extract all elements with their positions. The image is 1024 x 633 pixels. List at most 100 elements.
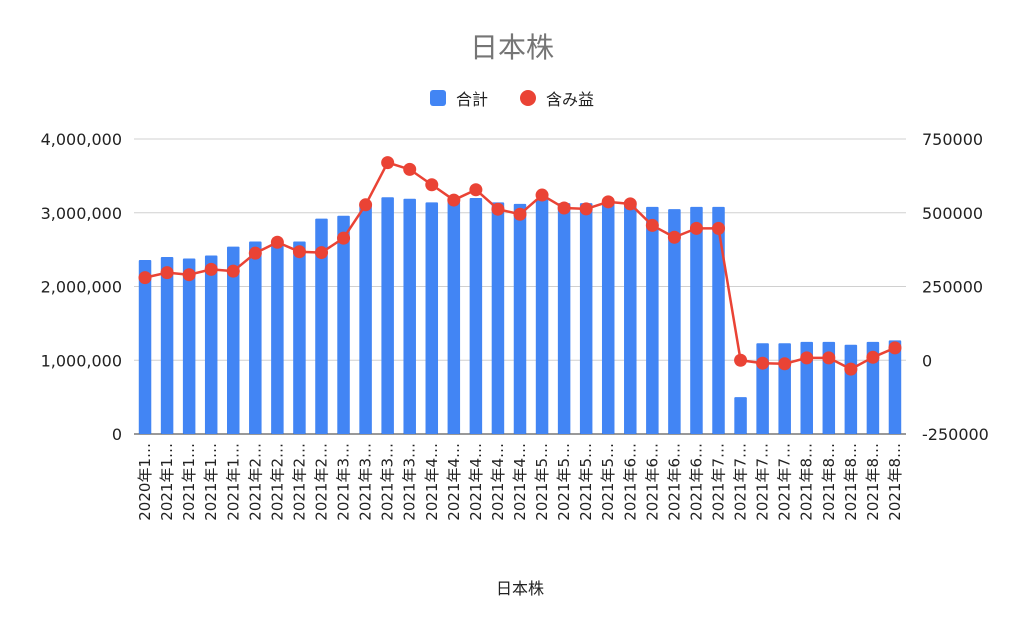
- x-tick-label: 2021年8…: [886, 443, 904, 521]
- point-unrealized: [712, 221, 726, 235]
- point-unrealized: [403, 162, 417, 176]
- point-unrealized: [314, 246, 328, 260]
- x-tick-label: 2021年4…: [489, 443, 507, 521]
- point-unrealized: [822, 351, 836, 365]
- right-axis-tick-label: 250000: [922, 278, 983, 297]
- point-unrealized: [800, 351, 814, 365]
- x-tick-label: 2021年6…: [621, 443, 639, 521]
- bar-total: [712, 206, 725, 434]
- bar-total: [359, 203, 372, 434]
- point-unrealized: [447, 193, 461, 207]
- x-tick-label: 2021年5…: [533, 443, 551, 521]
- point-unrealized: [248, 246, 262, 260]
- x-tick-label: 2021年4…: [445, 443, 463, 521]
- x-tick-label: 2021年5…: [599, 443, 617, 521]
- bar-total: [601, 203, 615, 434]
- x-tick-label: 2021年8…: [864, 443, 882, 521]
- bar-total: [381, 197, 394, 434]
- x-tick-label: 2021年7…: [732, 443, 750, 521]
- bar-total: [403, 198, 416, 434]
- point-unrealized: [337, 231, 351, 245]
- x-tick-label: 2021年1…: [202, 443, 220, 521]
- left-axis-ticks: 0 1,000,000 2,000,000 3,000,000 4,000,000: [41, 130, 122, 444]
- chart-title: 日本株: [469, 31, 554, 64]
- bar-total: [293, 241, 306, 434]
- x-tick-label: 2021年6…: [643, 443, 661, 521]
- bar-total: [844, 344, 858, 434]
- point-unrealized: [778, 357, 792, 371]
- legend-swatch-total: [429, 90, 446, 106]
- left-axis-tick-label: 1,000,000: [41, 351, 122, 370]
- x-tick-label: 2021年3…: [379, 443, 397, 521]
- point-unrealized: [226, 264, 240, 278]
- point-unrealized: [182, 268, 196, 282]
- bar-total: [271, 241, 284, 434]
- legend-item-total[interactable]: 合計: [429, 86, 488, 110]
- point-unrealized: [270, 235, 284, 249]
- bar-total: [646, 206, 659, 434]
- bar-series-total: [138, 197, 902, 434]
- point-unrealized: [844, 362, 858, 376]
- bar-total: [668, 209, 681, 434]
- point-unrealized: [513, 207, 527, 221]
- x-tick-label: 2021年5…: [555, 443, 573, 521]
- bar-total: [513, 203, 527, 434]
- x-tick-label: 2021年1…: [180, 443, 198, 521]
- left-axis-tick-label: 0: [112, 425, 122, 444]
- bar-total: [690, 206, 703, 434]
- bar-total: [337, 215, 350, 434]
- legend-swatch-unrealized: [520, 90, 536, 106]
- line-series-unrealized: [138, 156, 902, 376]
- x-tick-label: 2021年1…: [158, 443, 176, 521]
- point-unrealized: [689, 221, 703, 235]
- right-axis-tick-label: 750000: [922, 130, 983, 149]
- x-tick-label: 2021年2…: [268, 443, 286, 521]
- left-axis-tick-label: 3,000,000: [41, 204, 122, 223]
- point-unrealized: [160, 266, 174, 280]
- x-tick-label: 2021年6…: [687, 443, 705, 521]
- x-tick-label: 2021年8…: [842, 443, 860, 521]
- bar-total: [491, 202, 505, 434]
- point-unrealized: [734, 353, 748, 367]
- x-axis-label: 日本株: [496, 579, 544, 598]
- bar-total: [557, 203, 571, 434]
- bar-total: [182, 258, 196, 434]
- left-axis-tick-label: 2,000,000: [41, 278, 122, 297]
- x-tick-label: 2021年7…: [754, 443, 772, 521]
- point-unrealized: [425, 178, 439, 192]
- bar-total: [469, 198, 483, 434]
- x-tick-label: 2021年3…: [401, 443, 419, 521]
- bar-total: [249, 241, 262, 434]
- bar-total: [800, 341, 813, 434]
- point-unrealized: [469, 183, 483, 197]
- bar-total: [425, 202, 439, 434]
- left-axis-tick-label: 4,000,000: [41, 130, 122, 149]
- x-axis-ticks: 2020年1… 2021年1… 2021年1… 2021年1… 2021年1… 2021年…: [136, 443, 904, 521]
- legend-label-total: 合計: [455, 90, 488, 109]
- bar-total: [227, 246, 240, 434]
- right-axis-tick-label: -250000: [922, 425, 989, 444]
- point-unrealized: [645, 218, 659, 232]
- point-unrealized: [359, 198, 373, 212]
- legend-label-unrealized: 含み益: [546, 90, 595, 109]
- point-unrealized: [381, 156, 395, 170]
- point-unrealized: [491, 202, 505, 216]
- x-tick-label: 2021年3…: [357, 443, 375, 521]
- point-unrealized: [888, 341, 902, 355]
- right-axis-tick-label: 500000: [922, 204, 983, 223]
- x-tick-label: 2021年6…: [665, 443, 683, 521]
- x-tick-label: 2021年8…: [820, 443, 838, 521]
- bar-total: [624, 200, 637, 434]
- point-unrealized: [204, 262, 218, 276]
- x-tick-label: 2021年2…: [290, 443, 308, 521]
- legend-item-unrealized[interactable]: 含み益: [520, 86, 594, 110]
- bar-total: [822, 341, 836, 434]
- point-unrealized: [601, 195, 615, 209]
- point-unrealized: [535, 188, 549, 202]
- bar-total: [447, 201, 461, 434]
- point-unrealized: [138, 271, 152, 285]
- bar-total: [579, 203, 593, 434]
- bar-total: [734, 397, 747, 434]
- x-tick-label: 2021年7…: [776, 443, 794, 521]
- x-tick-label: 2021年1…: [224, 443, 242, 521]
